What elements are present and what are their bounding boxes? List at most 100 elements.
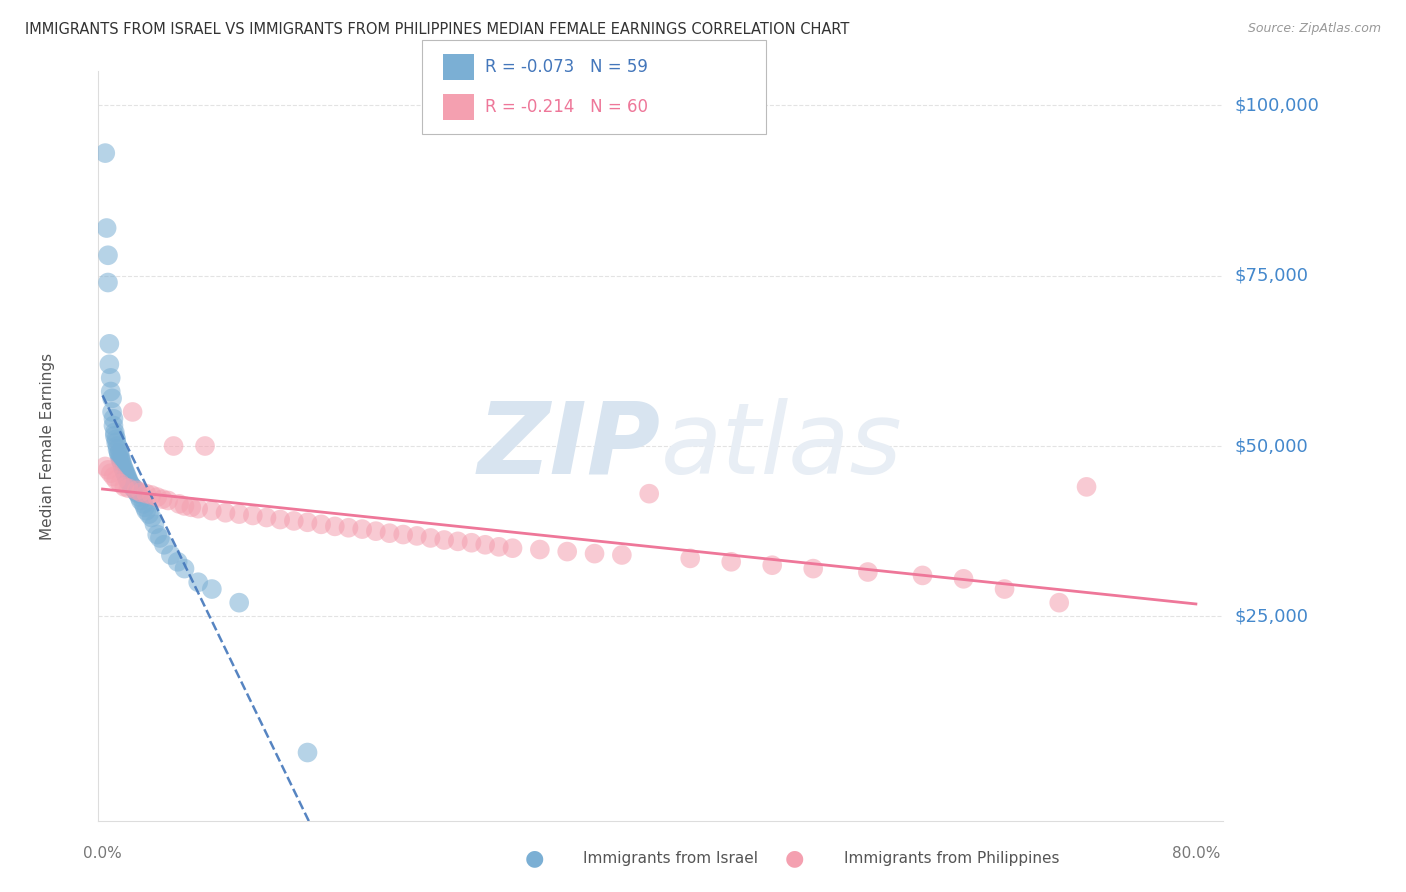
Point: [364, 524, 387, 538]
Point: [117, 473, 139, 487]
Point: [180, 500, 202, 515]
Point: [110, 452, 132, 467]
Point: [128, 490, 150, 504]
Text: $100,000: $100,000: [1234, 96, 1319, 114]
Point: [124, 483, 146, 498]
Point: [801, 561, 824, 575]
Point: [460, 535, 482, 549]
Point: [297, 516, 319, 530]
Point: [152, 492, 174, 507]
Point: [638, 486, 661, 500]
Text: Immigrants from Philippines: Immigrants from Philippines: [844, 851, 1059, 865]
Point: [187, 575, 209, 590]
Point: [256, 510, 278, 524]
Point: [125, 483, 148, 498]
Point: [157, 493, 180, 508]
Point: [135, 486, 157, 500]
Point: [166, 555, 188, 569]
Point: [132, 497, 155, 511]
Point: [433, 533, 456, 547]
Point: [214, 506, 236, 520]
Point: [187, 501, 209, 516]
Text: Median Female Earnings: Median Female Earnings: [41, 352, 55, 540]
Point: [96, 221, 118, 235]
Point: [115, 469, 138, 483]
Point: [194, 439, 217, 453]
Text: $75,000: $75,000: [1234, 267, 1309, 285]
Point: [94, 459, 117, 474]
Point: [1047, 596, 1070, 610]
Point: [679, 551, 702, 566]
Text: IMMIGRANTS FROM ISRAEL VS IMMIGRANTS FROM PHILIPPINES MEDIAN FEMALE EARNINGS COR: IMMIGRANTS FROM ISRAEL VS IMMIGRANTS FRO…: [25, 22, 849, 37]
Text: Immigrants from Israel: Immigrants from Israel: [583, 851, 758, 865]
Point: [135, 504, 157, 518]
Point: [105, 473, 128, 487]
Point: [121, 405, 143, 419]
Text: 80.0%: 80.0%: [1171, 846, 1220, 861]
Point: [134, 500, 156, 515]
Point: [105, 432, 128, 446]
Point: [97, 276, 120, 290]
Point: [173, 499, 195, 513]
Point: [129, 485, 152, 500]
Point: [112, 465, 135, 479]
Text: 0.0%: 0.0%: [83, 846, 122, 861]
Point: [108, 446, 131, 460]
Point: [555, 544, 578, 558]
Point: [610, 548, 633, 562]
Point: [283, 514, 305, 528]
Point: [122, 481, 145, 495]
Text: ZIP: ZIP: [478, 398, 661, 494]
Point: [98, 357, 121, 371]
Point: [378, 526, 401, 541]
Text: atlas: atlas: [661, 398, 903, 494]
Point: [761, 558, 783, 573]
Point: [201, 504, 224, 518]
Point: [323, 519, 346, 533]
Point: [141, 488, 163, 502]
Point: [107, 442, 129, 457]
Text: ●: ●: [785, 848, 804, 868]
Point: [160, 548, 183, 562]
Point: [100, 384, 122, 399]
Point: [107, 439, 129, 453]
Point: [100, 371, 122, 385]
Point: [111, 454, 134, 468]
Point: [121, 480, 143, 494]
Text: $50,000: $50,000: [1234, 437, 1308, 455]
Text: R = -0.073   N = 59: R = -0.073 N = 59: [485, 58, 648, 76]
Point: [108, 447, 131, 461]
Point: [111, 456, 134, 470]
Point: [117, 475, 139, 489]
Point: [856, 565, 879, 579]
Text: Source: ZipAtlas.com: Source: ZipAtlas.com: [1247, 22, 1381, 36]
Point: [228, 507, 250, 521]
Text: R = -0.214   N = 60: R = -0.214 N = 60: [485, 98, 648, 116]
Point: [405, 529, 427, 543]
Point: [114, 467, 136, 482]
Point: [112, 463, 135, 477]
Point: [98, 336, 121, 351]
Point: [141, 510, 163, 524]
Point: [104, 429, 127, 443]
Point: [100, 467, 122, 481]
Point: [162, 439, 184, 453]
Point: [104, 425, 127, 440]
Point: [242, 508, 264, 523]
Point: [993, 582, 1015, 596]
Point: [110, 476, 132, 491]
Point: [153, 538, 176, 552]
Point: [118, 476, 141, 491]
Text: $25,000: $25,000: [1234, 607, 1309, 625]
Point: [138, 507, 160, 521]
Point: [952, 572, 974, 586]
Point: [352, 522, 374, 536]
Point: [720, 555, 742, 569]
Point: [103, 469, 125, 483]
Point: [392, 527, 415, 541]
Point: [125, 485, 148, 500]
Point: [337, 521, 360, 535]
Point: [101, 405, 124, 419]
Point: [474, 538, 496, 552]
Point: [173, 561, 195, 575]
